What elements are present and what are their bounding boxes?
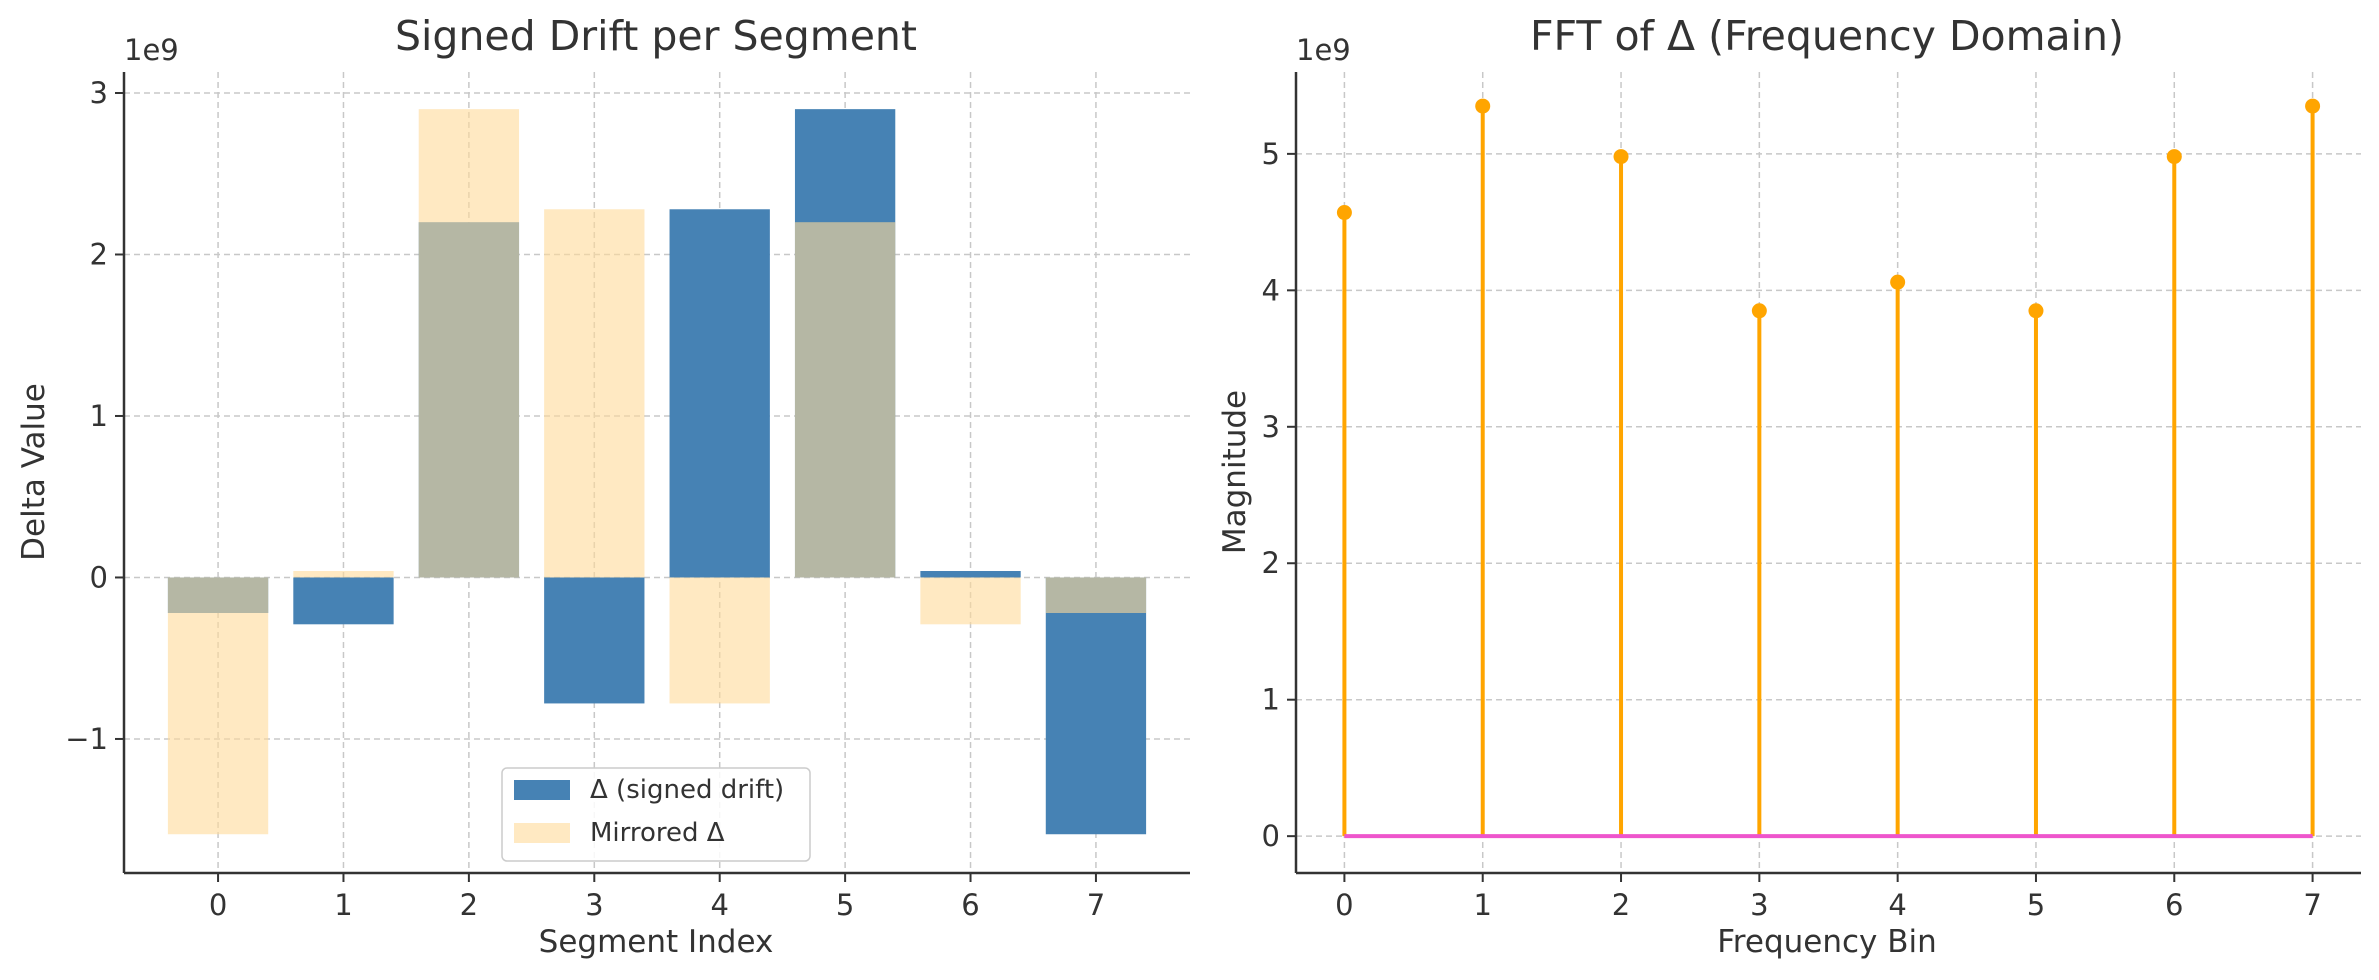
bar-drift <box>293 577 394 625</box>
stems <box>1336 98 2321 839</box>
legend-swatch-mirrored <box>514 823 570 843</box>
bar-mirrored <box>544 209 645 578</box>
y-tick-label: 3 <box>1262 410 1280 444</box>
x-tick-label: 6 <box>2165 888 2183 922</box>
bar-drift <box>1045 577 1147 835</box>
y-offset-label: 1e9 <box>124 33 179 67</box>
bars <box>167 109 1147 835</box>
legend-swatch-drift <box>514 780 570 800</box>
bar-mirrored <box>920 577 1021 625</box>
bar-drift <box>544 577 645 704</box>
chart-title: FFT of Δ (Frequency Domain) <box>1530 12 2124 60</box>
y-tick-label: 1 <box>90 399 108 433</box>
x-tick-label: 3 <box>1750 888 1768 922</box>
grid <box>124 72 1190 873</box>
stem-marker <box>1890 274 1906 290</box>
y-tick-label: 1 <box>1262 683 1280 717</box>
y-tick-label: 0 <box>1262 819 1280 853</box>
y-tick-label: 4 <box>1262 273 1280 307</box>
x-tick-label: 1 <box>1473 888 1491 922</box>
y-tick-label: 3 <box>90 76 108 110</box>
stem-marker <box>1475 98 1491 114</box>
chart-signed-drift: Signed Drift per Segment 1e9 0 1 2 3 4 5 6 7 −1… <box>16 12 1190 960</box>
chart-title: Signed Drift per Segment <box>395 12 917 60</box>
legend-label-drift: Δ (signed drift) <box>590 775 784 805</box>
x-tick-label: 7 <box>2303 888 2321 922</box>
x-tick-label: 4 <box>710 888 728 922</box>
bar-mirrored <box>167 577 269 835</box>
x-tick-label: 2 <box>460 888 478 922</box>
grid <box>1296 72 2361 873</box>
bar-drift <box>920 571 1021 578</box>
stem-marker <box>1613 149 1629 165</box>
stem-marker <box>2028 303 2044 319</box>
bar-mirrored <box>418 109 520 578</box>
bar-mirrored <box>293 571 394 578</box>
x-axis-label: Frequency Bin <box>1717 924 1937 960</box>
stem-marker <box>1751 303 1767 319</box>
stem-marker <box>1336 205 1352 221</box>
chart-fft: FFT of Δ (Frequency Domain) 1e9 0 1 2 3 4 5 6 7… <box>1217 12 2361 960</box>
y-offset-label: 1e9 <box>1296 33 1351 67</box>
x-tick-label: 3 <box>585 888 603 922</box>
legend: Δ (signed drift) Mirrored Δ <box>501 767 811 862</box>
x-tick-label: 0 <box>1335 888 1353 922</box>
bar-mirrored <box>794 222 896 578</box>
x-tick-label: 5 <box>836 888 854 922</box>
x-tick-label: 0 <box>209 888 227 922</box>
y-tick-label: −1 <box>65 722 108 756</box>
y-tick-label: 0 <box>90 560 108 594</box>
x-tick-label: 4 <box>1888 888 1906 922</box>
x-tick-label: 2 <box>1612 888 1630 922</box>
bar-drift <box>669 209 770 578</box>
x-tick-label: 7 <box>1087 888 1105 922</box>
x-axis-label: Segment Index <box>539 924 774 960</box>
x-tick-label: 1 <box>334 888 352 922</box>
y-ticks: −1 0 1 2 3 <box>65 76 124 756</box>
x-ticks: 0 1 2 3 4 5 6 7 <box>1335 873 2322 922</box>
y-axis-label: Magnitude <box>1217 390 1253 554</box>
legend-label-mirrored: Mirrored Δ <box>590 818 725 848</box>
x-tick-label: 6 <box>961 888 979 922</box>
y-tick-label: 2 <box>90 237 108 271</box>
y-tick-label: 2 <box>1262 546 1280 580</box>
x-tick-label: 5 <box>2027 888 2045 922</box>
legend-frame <box>501 767 811 862</box>
y-ticks: 0 1 2 3 4 5 <box>1262 137 1296 853</box>
stem-marker <box>2305 98 2321 114</box>
bar-mirrored <box>1045 577 1147 613</box>
stem-marker <box>2166 149 2182 165</box>
y-axis-label: Delta Value <box>16 383 52 561</box>
x-ticks: 0 1 2 3 4 5 6 7 <box>209 873 1105 922</box>
bar-mirrored <box>669 577 770 704</box>
y-tick-label: 5 <box>1262 137 1280 171</box>
